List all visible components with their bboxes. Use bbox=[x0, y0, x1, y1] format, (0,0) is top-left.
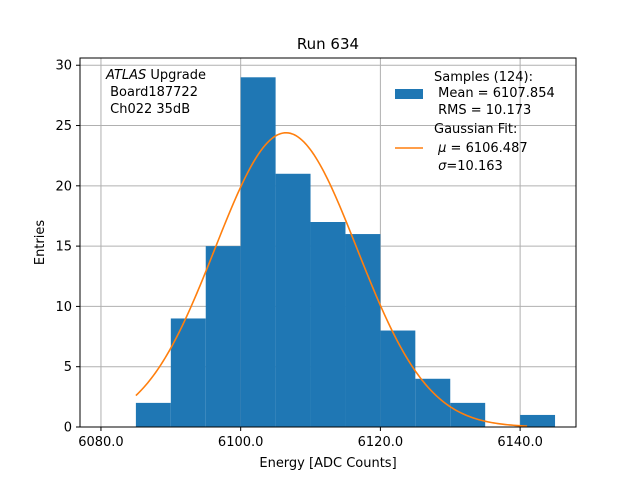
annotation-line-2: Board187722 bbox=[106, 85, 198, 100]
histogram-bar-2 bbox=[205, 246, 241, 427]
y-tick-label-4: 20 bbox=[55, 179, 72, 194]
annotation-line-1: ATLAS Upgrade bbox=[105, 68, 206, 83]
legend-fit-sigma: σ=10.163 bbox=[434, 159, 503, 174]
histogram-bar-6 bbox=[345, 234, 381, 427]
y-axis-label: Entries bbox=[33, 220, 48, 266]
x-tick-label-3: 6140.0 bbox=[497, 435, 543, 450]
sigma-value: =10.163 bbox=[446, 159, 502, 174]
plot-frame bbox=[79, 57, 577, 428]
y-tick-label-3: 15 bbox=[55, 240, 72, 255]
annotation-box: ATLAS Upgrade Board187722 Ch022 35dB bbox=[105, 68, 206, 117]
annotation-atlas: ATLAS bbox=[105, 68, 146, 83]
gaussian-fit bbox=[135, 131, 528, 427]
x-axis-label: Energy [ADC Counts] bbox=[259, 456, 396, 471]
legend-samples-swatch bbox=[395, 89, 423, 99]
histogram-bars bbox=[135, 77, 556, 427]
chart-title: Run 634 bbox=[297, 35, 359, 53]
y-tick-label-5: 25 bbox=[55, 119, 72, 134]
y-tick-label-0: 0 bbox=[64, 421, 72, 436]
legend-samples-title: Samples (124): bbox=[434, 70, 533, 85]
gaussian-fit-curve bbox=[135, 131, 528, 427]
y-tick-label-1: 5 bbox=[64, 360, 72, 375]
axis-ticks: 6080.0 6100.0 6120.0 6140.0 0 5 10 15 20 25 30 bbox=[55, 59, 542, 450]
annotation-upgrade: Upgrade bbox=[146, 68, 206, 83]
histogram-bar-11 bbox=[520, 414, 556, 427]
mu-symbol: μ bbox=[437, 141, 446, 156]
histogram-bar-3 bbox=[240, 77, 276, 427]
legend: Samples (124): Mean = 6107.854 RMS = 10.… bbox=[395, 70, 555, 174]
histogram-bar-7 bbox=[380, 330, 416, 427]
x-tick-label-1: 6100.0 bbox=[218, 435, 264, 450]
y-tick-label-2: 10 bbox=[55, 300, 72, 315]
legend-samples-rms: RMS = 10.173 bbox=[434, 103, 531, 118]
mu-value: = 6106.487 bbox=[446, 141, 527, 156]
legend-samples-mean: Mean = 6107.854 bbox=[434, 86, 555, 101]
annotation-line-3: Ch022 35dB bbox=[106, 102, 190, 117]
x-tick-label-2: 6120.0 bbox=[358, 435, 404, 450]
legend-fit-title: Gaussian Fit: bbox=[434, 122, 517, 137]
x-tick-label-0: 6080.0 bbox=[78, 435, 124, 450]
sigma-symbol: σ bbox=[438, 159, 447, 174]
histogram-bar-9 bbox=[450, 402, 486, 427]
histogram-bar-5 bbox=[310, 222, 346, 427]
legend-fit-mu: μ = 6106.487 bbox=[434, 141, 528, 156]
y-tick-label-6: 30 bbox=[55, 59, 72, 74]
histogram-bar-1 bbox=[170, 318, 206, 427]
histogram-bar-0 bbox=[135, 402, 171, 427]
histogram-bar-4 bbox=[275, 173, 311, 427]
